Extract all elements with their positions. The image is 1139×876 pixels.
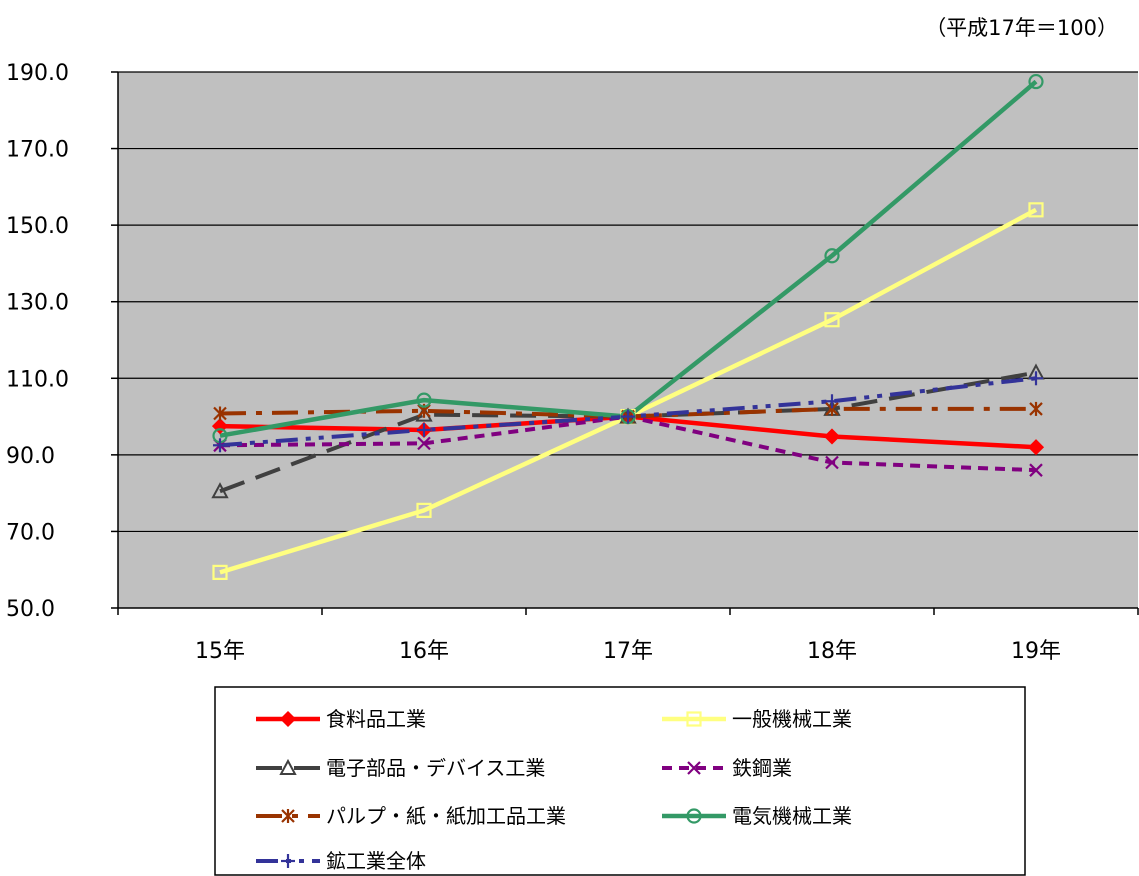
y-tick-label: 190.0 <box>6 61 69 86</box>
legend-entry-6: 鉱工業全体 <box>256 849 426 873</box>
legend-entry-4: パルプ・紙・紙加工品工業 <box>256 804 566 828</box>
legend-entry-0: 食料品工業 <box>256 707 426 731</box>
legend-swatch-marker-4 <box>281 809 295 823</box>
data-point-s1-1 <box>416 502 432 518</box>
legend-swatch-marker-3 <box>687 761 701 775</box>
legend-swatch-marker-2 <box>279 758 297 775</box>
data-point-s6-2 <box>621 409 635 424</box>
y-tick-label: 150.0 <box>6 214 69 239</box>
legend-entry-1: 一般機械工業 <box>662 707 852 731</box>
y-tick-label: 50.0 <box>6 597 55 622</box>
legend-label: 鉱工業全体 <box>326 849 426 873</box>
unit-note: （平成17年＝100） <box>925 16 1118 40</box>
data-point-s5-3 <box>824 248 840 264</box>
x-tick-label: 17年 <box>603 639 653 664</box>
data-point-s1-0 <box>212 564 228 580</box>
x-tick-label: 18年 <box>807 639 857 664</box>
data-point-s6-3 <box>825 394 839 409</box>
data-point-s6-1 <box>417 422 431 437</box>
data-point-s3-4 <box>1029 463 1043 477</box>
legend-swatch-marker-6 <box>281 854 295 868</box>
y-tick-label: 170.0 <box>6 138 69 163</box>
data-point-s6-0 <box>213 438 227 453</box>
x-tick-label: 19年 <box>1011 639 1061 664</box>
legend-entry-2: 電子部品・デバイス工業 <box>256 756 545 780</box>
y-tick-label: 130.0 <box>6 291 69 316</box>
legend-box <box>214 686 1026 876</box>
data-point-s1-4 <box>1028 202 1044 218</box>
data-point-s2-0 <box>211 482 229 499</box>
legend-entry-3: 鉄鋼業 <box>662 756 792 780</box>
data-point-s5-1 <box>416 392 432 408</box>
data-point-s5-4 <box>1028 73 1044 90</box>
y-tick-label: 110.0 <box>6 367 69 392</box>
y-tick-label: 70.0 <box>6 520 55 545</box>
y-tick-label: 90.0 <box>6 444 55 469</box>
legend-swatch-marker-0 <box>279 710 297 728</box>
data-point-s4-4 <box>1029 401 1043 416</box>
data-point-s3-1 <box>417 436 431 451</box>
data-point-s3-3 <box>825 455 839 470</box>
legend-swatch-marker-5 <box>686 808 702 824</box>
legend-entry-5: 電気機械工業 <box>662 804 852 828</box>
data-point-s0-4 <box>1027 439 1045 456</box>
x-tick-label: 15年 <box>195 639 245 664</box>
legend-label: パルプ・紙・紙加工品工業 <box>326 804 566 828</box>
legend-label: 電気機械工業 <box>732 804 852 828</box>
legend-label: 一般機械工業 <box>732 707 852 731</box>
legend-label: 電子部品・デバイス工業 <box>326 756 545 780</box>
plot-area <box>118 72 1138 608</box>
legend-label: 食料品工業 <box>326 707 426 731</box>
data-point-s0-3 <box>823 428 841 445</box>
series-line-4 <box>219 406 1036 419</box>
legend-label: 鉄鋼業 <box>732 756 792 780</box>
data-point-s1-3 <box>824 312 840 328</box>
data-point-s4-0 <box>213 406 227 421</box>
x-tick-label: 16年 <box>399 639 449 664</box>
legend-swatch-marker-1 <box>686 711 702 727</box>
data-point-s6-4 <box>1029 371 1043 386</box>
